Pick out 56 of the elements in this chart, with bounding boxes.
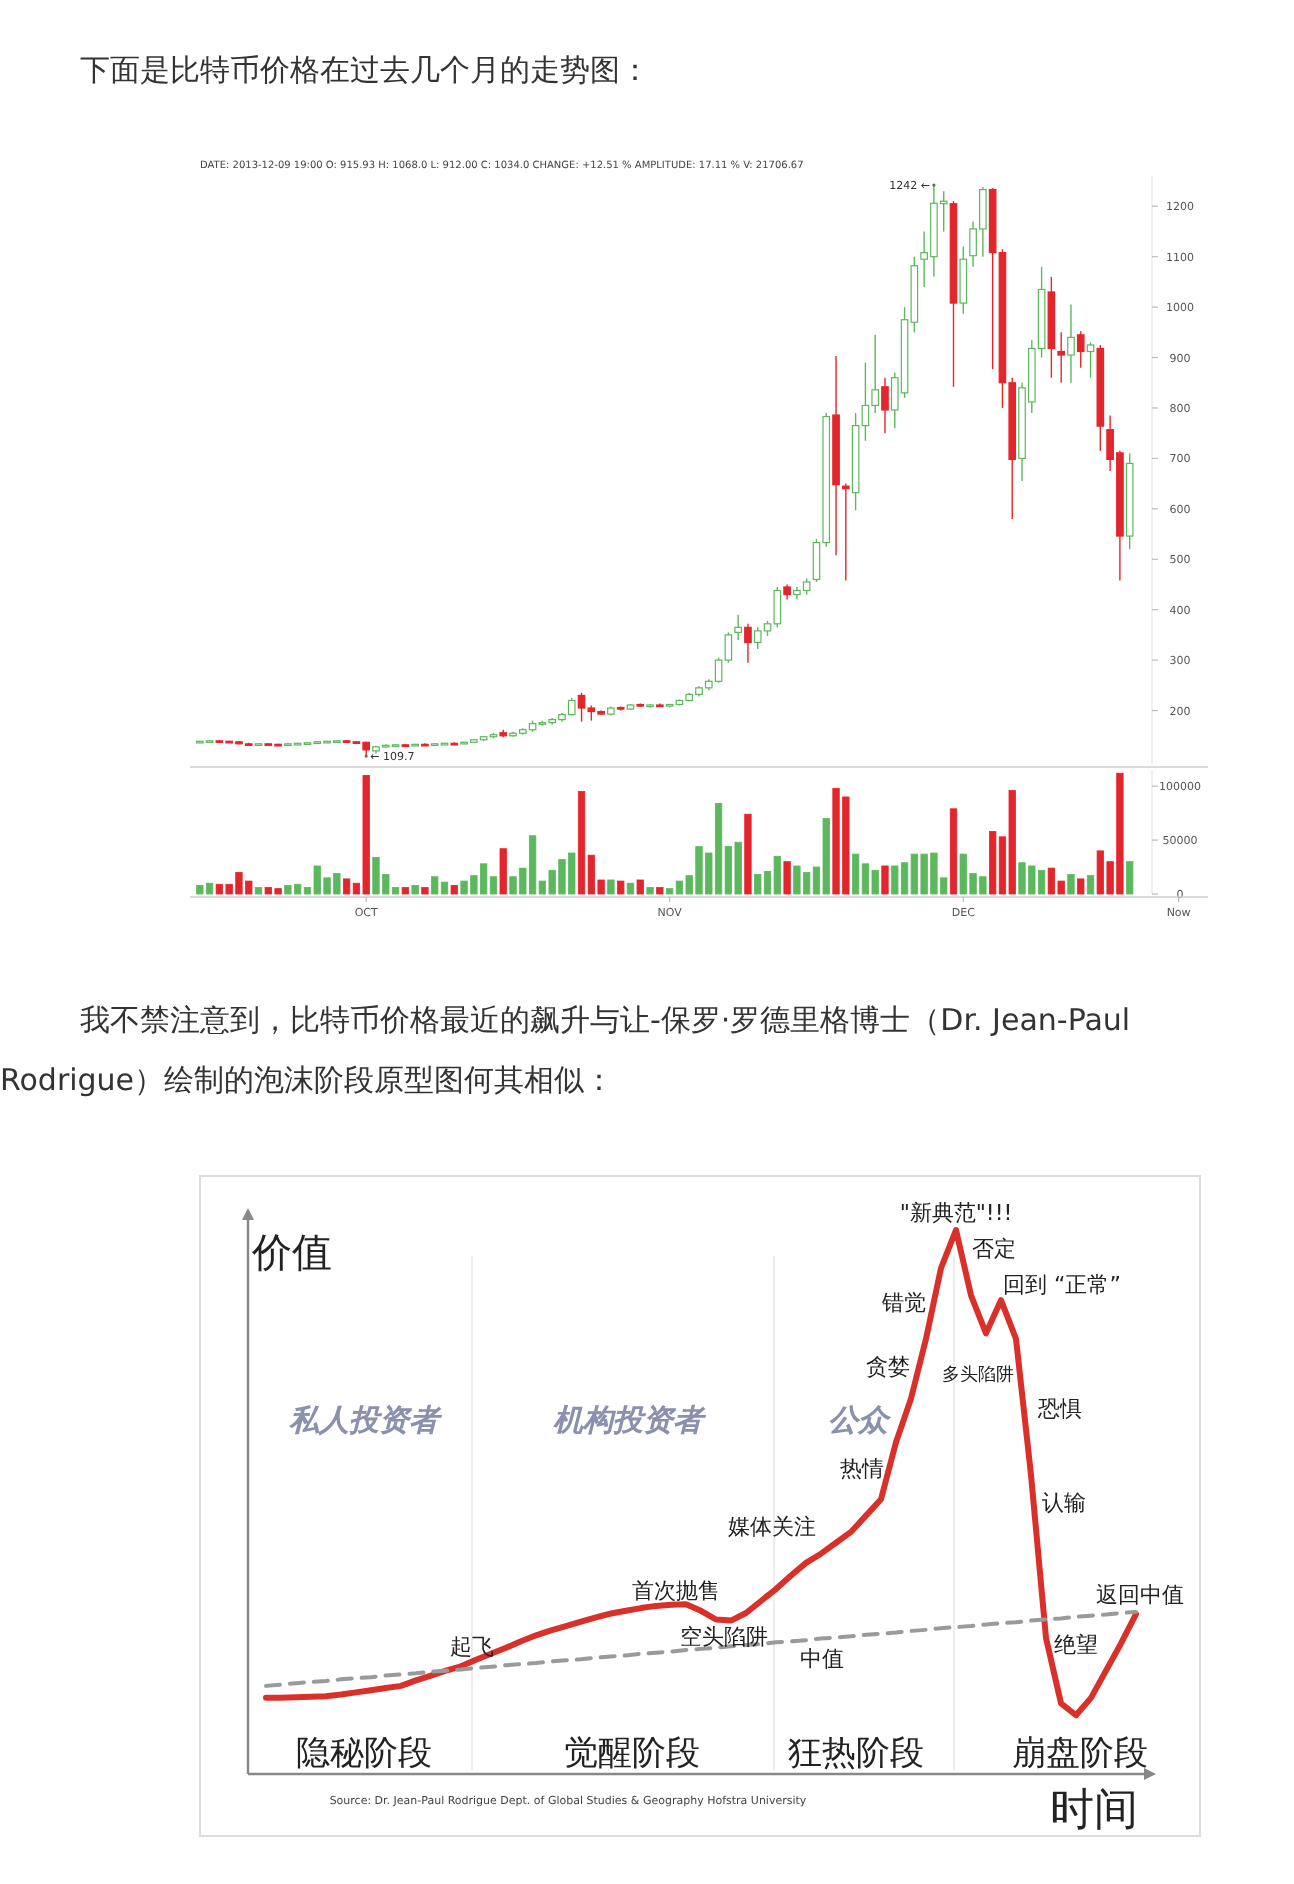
- annotation: 中值: [800, 1646, 844, 1672]
- annotation: 首次抛售: [632, 1578, 720, 1604]
- candlestick: [1076, 330, 1085, 369]
- bar: [783, 861, 791, 895]
- bar: [1077, 878, 1085, 895]
- annotation: 觉醒阶段: [564, 1734, 700, 1774]
- annotation: 绝望: [1054, 1632, 1098, 1658]
- annotation: 回到 “正常”: [1003, 1272, 1121, 1298]
- candlestick: [734, 614, 742, 641]
- annotation: 崩盘阶段: [1012, 1734, 1148, 1774]
- bar: [646, 887, 654, 895]
- bar: [626, 882, 635, 895]
- annotation: 恐惧: [1036, 1396, 1082, 1422]
- annotation: 贪婪: [866, 1354, 910, 1380]
- candlestick: [1067, 303, 1075, 384]
- bar: [499, 848, 507, 895]
- annotation: 多头陷阱: [942, 1364, 1014, 1386]
- candlestick: [1086, 341, 1095, 379]
- annotation: 错觉: [880, 1290, 926, 1316]
- x-axis-title: 时间: [1050, 1786, 1138, 1836]
- bar: [617, 880, 625, 895]
- candlestick: [959, 245, 968, 315]
- bar: [254, 887, 263, 895]
- candlestick: [744, 623, 752, 664]
- annotation: 隐秘阶段: [296, 1734, 432, 1774]
- annotation: 狂热阶段: [788, 1734, 924, 1774]
- text: "新典范"!!!: [899, 1200, 1013, 1226]
- annotation: 公众: [828, 1402, 892, 1438]
- chart-title: 下面是比特币价格在过去几个月的走势图：: [80, 50, 652, 92]
- bar: [411, 884, 419, 895]
- annotation: 否定: [972, 1236, 1016, 1262]
- bar: [881, 865, 889, 895]
- annotation: 机构投资者: [551, 1402, 707, 1438]
- bar: [744, 813, 752, 895]
- annotation: 热情: [840, 1456, 884, 1482]
- bar: [656, 887, 664, 895]
- bar: [450, 884, 458, 895]
- bar: [421, 887, 429, 895]
- candlestick: [842, 482, 850, 582]
- candlestick: [881, 377, 889, 434]
- bar: [1126, 861, 1134, 895]
- bar: [401, 887, 409, 895]
- bar: [636, 879, 644, 895]
- bar: [1086, 875, 1095, 895]
- annotation: 认输: [1042, 1490, 1086, 1516]
- annotation: 返回中值: [1096, 1582, 1184, 1608]
- bar: [1067, 874, 1075, 895]
- chart-title: 我不禁注意到，比特币价格最近的飙升与让-保罗·罗德里格博士（Dr. Jean-Paul Rodrigue）绘制的泡沫阶段原型图何其相似：: [0, 1000, 1133, 1102]
- candlestick: [1057, 331, 1065, 384]
- annotation: 起飞: [450, 1634, 494, 1660]
- annotation: 媒体关注: [728, 1514, 816, 1540]
- bar: [949, 808, 958, 895]
- bar: [607, 879, 615, 895]
- annotation: 私人投资者: [287, 1402, 443, 1438]
- y-axis-title: 价值: [250, 1228, 332, 1276]
- annotation: 空头陷阱: [680, 1624, 768, 1650]
